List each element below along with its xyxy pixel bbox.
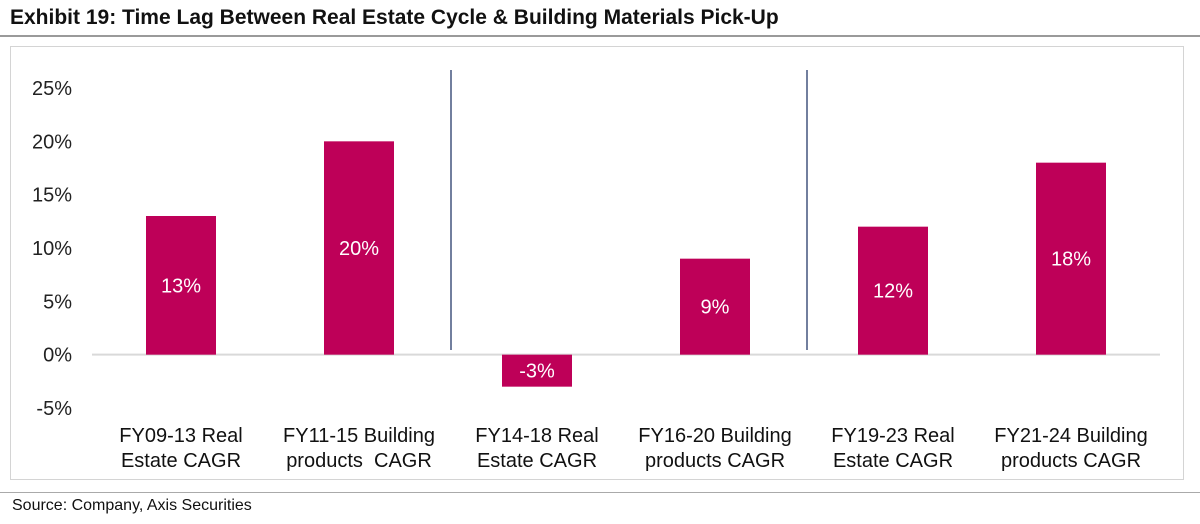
y-tick-label: 25% bbox=[32, 78, 72, 100]
category-label: FY21-24 Building bbox=[994, 425, 1147, 447]
bars bbox=[146, 141, 1106, 387]
data-label: 9% bbox=[701, 297, 730, 319]
category-label: products CAGR bbox=[1001, 450, 1141, 472]
y-tick-label: 20% bbox=[32, 131, 72, 153]
data-label: 20% bbox=[339, 238, 379, 260]
category-label: products CAGR bbox=[645, 450, 785, 472]
category-label: FY16-20 Building bbox=[638, 425, 791, 447]
y-tick-label: 5% bbox=[43, 291, 72, 313]
category-label: FY14-18 Real bbox=[475, 425, 598, 447]
category-label: products CAGR bbox=[286, 450, 432, 472]
category-labels: FY09-13 Real Estate CAGR FY11-15 Building p… bbox=[119, 425, 1147, 472]
data-label: -3% bbox=[519, 361, 555, 383]
y-tick-label: 0% bbox=[43, 345, 72, 367]
data-label: 12% bbox=[873, 281, 913, 303]
y-axis-ticks: 25% 20% 15% 10% 5% 0% -5% bbox=[32, 78, 72, 420]
bar bbox=[146, 216, 216, 355]
y-tick-label: 10% bbox=[32, 238, 72, 260]
bar bbox=[680, 258, 750, 355]
category-label: Estate CAGR bbox=[121, 450, 241, 472]
y-tick-label: 15% bbox=[32, 185, 72, 207]
category-label: Estate CAGR bbox=[833, 450, 953, 472]
y-tick-label: -5% bbox=[36, 398, 72, 420]
category-label: FY11-15 Building bbox=[283, 425, 435, 447]
category-label: FY09-13 Real bbox=[119, 425, 242, 447]
source-divider bbox=[0, 492, 1200, 493]
bar bbox=[858, 226, 928, 355]
group-dividers bbox=[450, 70, 808, 350]
chart-frame bbox=[10, 46, 1184, 480]
category-label: Estate CAGR bbox=[477, 450, 597, 472]
bar bbox=[1036, 162, 1106, 355]
bar bbox=[502, 354, 572, 387]
data-label: 18% bbox=[1051, 249, 1091, 271]
data-labels: 13% 20% -3% 9% 12% 18% bbox=[161, 238, 1091, 383]
source-note: Source: Company, Axis Securities bbox=[12, 497, 252, 514]
data-label: 13% bbox=[161, 275, 201, 297]
title-divider bbox=[0, 35, 1200, 37]
category-label: FY19-23 Real bbox=[831, 425, 954, 447]
exhibit-title: Exhibit 19: Time Lag Between Real Estate… bbox=[10, 6, 779, 29]
bar bbox=[324, 141, 394, 355]
